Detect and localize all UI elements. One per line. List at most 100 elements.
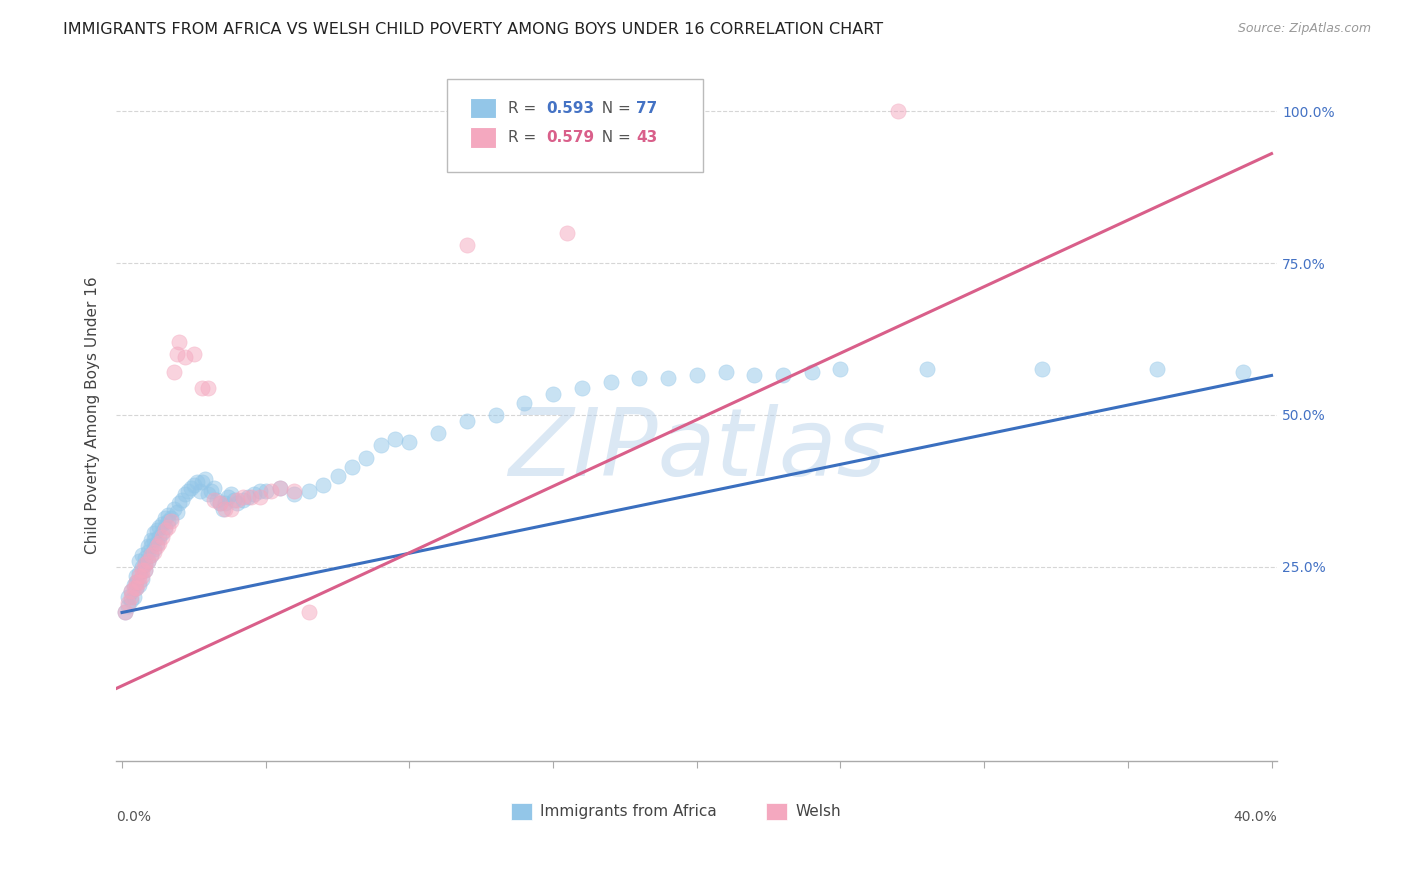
Point [163,502,186,516]
Text: 40.0%: 40.0% [1233,810,1277,824]
Point [166,347,188,361]
Point [128,578,150,592]
Point [139,533,162,547]
Point [160,514,183,528]
Point [260,483,283,498]
Point [174,350,197,364]
Point [120,593,142,607]
Point [114,606,136,620]
Point [1146,362,1168,376]
Point [169,496,191,510]
Point [830,362,852,376]
Point [125,575,148,590]
Point [172,493,194,508]
Point [122,591,145,605]
Point [599,375,621,389]
Point [208,496,231,510]
Point [326,468,349,483]
Point [142,545,165,559]
Point [134,557,156,571]
Point [513,396,536,410]
Point [177,483,200,498]
Text: N =: N = [592,101,636,116]
Point [283,487,305,501]
Point [183,478,205,492]
Point [456,237,478,252]
Point [887,104,910,119]
Point [160,511,183,525]
Point [153,524,176,538]
Point [800,366,823,380]
Point [772,368,794,383]
Point [384,432,406,446]
Point [163,366,186,380]
Point [125,581,148,595]
Point [541,386,564,401]
Point [202,481,225,495]
Point [114,606,136,620]
Point [142,533,165,547]
Point [714,366,737,380]
Point [156,508,179,523]
Point [134,563,156,577]
Point [484,408,506,422]
Point [217,490,239,504]
Point [197,487,219,501]
Point [145,524,167,538]
Point [249,483,271,498]
Point [120,584,142,599]
Point [202,493,225,508]
Text: ZIPatlas: ZIPatlas [508,404,886,495]
Text: R =: R = [508,101,541,116]
Bar [471,97,496,119]
Point [557,226,579,240]
Point [117,596,139,610]
Point [120,591,142,605]
Point [131,572,153,586]
Point [136,539,159,553]
Text: IMMIGRANTS FROM AFRICA VS WELSH CHILD POVERTY AMONG BOYS UNDER 16 CORRELATION CH: IMMIGRANTS FROM AFRICA VS WELSH CHILD PO… [63,22,883,37]
Point [219,502,242,516]
Point [131,560,153,574]
Point [150,529,173,543]
Point [145,535,167,549]
Text: R =: R = [508,130,541,145]
Point [169,334,191,349]
Point [136,545,159,559]
Point [915,362,938,376]
Point [298,483,321,498]
Point [208,496,231,510]
Text: 0.0%: 0.0% [117,810,152,824]
Point [131,569,153,583]
Text: Immigrants from Africa: Immigrants from Africa [540,805,717,820]
Point [298,606,321,620]
Point [269,481,291,495]
Point [139,548,162,562]
Point [370,438,392,452]
Point [356,450,378,465]
Point [134,563,156,577]
Point [122,581,145,595]
Point [150,526,173,541]
Bar [471,128,496,148]
Point [120,584,142,599]
Point [166,505,188,519]
Point [340,459,363,474]
Text: 77: 77 [637,101,658,116]
FancyBboxPatch shape [447,78,703,172]
Point [214,496,236,510]
Point [156,514,179,528]
Point [238,490,260,504]
Point [131,563,153,577]
Point [125,581,148,595]
Point [174,487,197,501]
Point [214,502,236,516]
Point [1232,366,1254,380]
Point [128,575,150,590]
Point [197,381,219,395]
Point [240,490,263,504]
Point [131,548,153,562]
Text: Source: ZipAtlas.com: Source: ZipAtlas.com [1237,22,1371,36]
Point [148,535,170,549]
Point [117,599,139,614]
